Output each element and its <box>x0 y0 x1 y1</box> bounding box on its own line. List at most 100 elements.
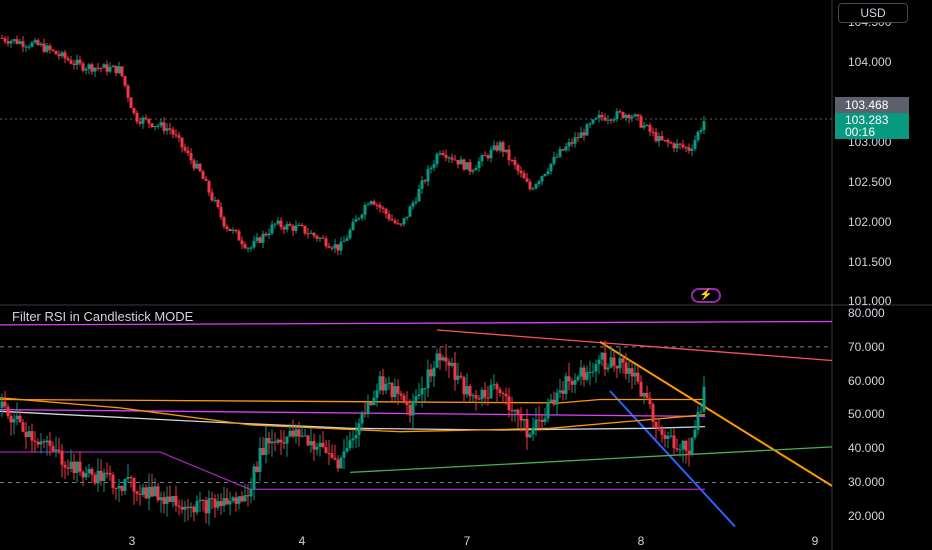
candle-body <box>435 353 439 368</box>
candle-body <box>288 224 292 226</box>
candle-body <box>168 128 172 130</box>
candle-body <box>138 493 142 495</box>
candle-body <box>315 446 319 450</box>
candle-body <box>126 476 130 479</box>
candle-body <box>405 401 409 406</box>
candle-body <box>528 434 532 438</box>
candle-body <box>93 474 97 484</box>
candle-body <box>213 498 217 508</box>
candle-body <box>15 415 19 420</box>
candle-body <box>693 429 697 438</box>
candle-body <box>462 159 466 170</box>
candle-body <box>699 411 703 413</box>
candle-body <box>558 390 562 393</box>
candle-body <box>48 45 52 50</box>
candle-body <box>381 376 385 391</box>
candle-body <box>510 410 514 412</box>
candle-body <box>483 155 487 157</box>
candle-body <box>204 178 208 181</box>
candle-body <box>603 352 607 370</box>
candle-body <box>453 362 457 380</box>
candle-body <box>480 155 484 162</box>
candle-body <box>339 457 343 469</box>
candle-body <box>504 393 508 397</box>
candle-body <box>18 41 22 44</box>
candle-body <box>513 160 517 166</box>
candle-body <box>552 399 556 405</box>
candle-body <box>369 402 373 406</box>
candle-body <box>222 217 226 227</box>
candle-body <box>441 152 445 155</box>
candle-body <box>561 149 565 151</box>
candle-body <box>528 181 532 190</box>
candle-body <box>471 170 475 172</box>
candle-body <box>654 132 658 142</box>
candle-body <box>414 201 418 203</box>
candle-body <box>6 406 10 416</box>
candle-body <box>573 137 577 144</box>
candle-body <box>507 149 511 160</box>
candle-body <box>333 244 337 249</box>
candle-body <box>657 136 661 142</box>
candle-body <box>696 131 700 140</box>
candle-body <box>99 470 103 481</box>
candle-body <box>486 155 490 159</box>
blue-trendline <box>609 390 736 528</box>
candle-body <box>270 441 274 444</box>
candle-body <box>375 390 379 398</box>
lightning-icon[interactable]: ⚡ <box>691 288 721 303</box>
candle-body <box>564 376 568 394</box>
currency-button[interactable]: USD <box>838 3 908 23</box>
candle-body <box>309 232 313 234</box>
candle-body <box>321 442 325 448</box>
candle-body <box>669 435 673 437</box>
time-tick-label: 4 <box>299 534 306 548</box>
candle-body <box>36 441 40 445</box>
candle-body <box>54 449 58 452</box>
candle-body <box>318 442 322 447</box>
candle-body <box>96 67 100 69</box>
candle-body <box>465 386 469 395</box>
candle-body <box>231 229 235 231</box>
candle-body <box>282 227 286 230</box>
candle-body <box>582 367 586 380</box>
candle-body <box>570 381 574 385</box>
candle-body <box>309 441 313 446</box>
candle-body <box>237 231 241 241</box>
candle-body <box>114 487 118 489</box>
candle-body <box>276 220 280 224</box>
candle-body <box>600 114 604 118</box>
candle-body <box>495 384 499 390</box>
candle-body <box>663 139 667 141</box>
candle-body <box>135 112 139 122</box>
candle-body <box>66 467 70 469</box>
candle-body <box>249 247 253 249</box>
candle-body <box>357 423 361 436</box>
candle-body <box>348 440 352 448</box>
candle-body <box>591 119 595 124</box>
candle-body <box>63 52 67 59</box>
candle-body <box>183 506 187 510</box>
candle-body <box>363 205 367 215</box>
candle-body <box>201 499 205 501</box>
candle-body <box>492 384 496 386</box>
candle-body <box>372 201 376 205</box>
candle-body <box>444 154 448 158</box>
candle-body <box>399 393 403 396</box>
candle-body <box>567 376 571 382</box>
candle-body <box>294 225 298 231</box>
candle-body <box>144 487 148 499</box>
candle-body <box>60 450 64 465</box>
candle-body <box>300 435 304 437</box>
candle-body <box>258 447 262 472</box>
candle-body <box>429 167 433 170</box>
candle-body <box>351 438 355 441</box>
candle-body <box>99 67 103 69</box>
candle-body <box>39 441 43 445</box>
axis-layer: 104.500104.000103.500103.000102.500102.0… <box>129 15 892 548</box>
candle-body <box>33 40 37 43</box>
candle-body <box>564 146 568 151</box>
